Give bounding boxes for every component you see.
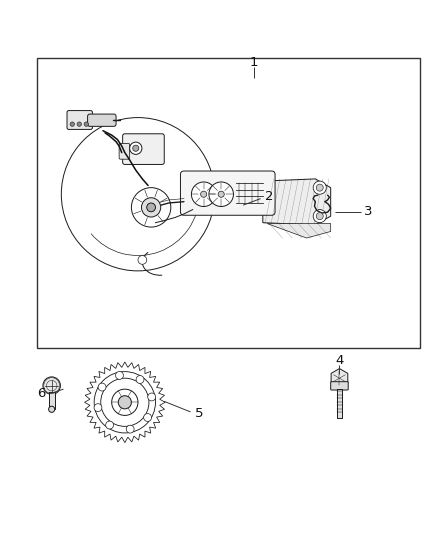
- Circle shape: [147, 203, 155, 212]
- Circle shape: [43, 377, 60, 394]
- Circle shape: [316, 213, 323, 220]
- FancyBboxPatch shape: [88, 114, 116, 126]
- Circle shape: [148, 393, 155, 401]
- Circle shape: [61, 118, 215, 271]
- Circle shape: [133, 145, 139, 151]
- Circle shape: [313, 209, 326, 223]
- Circle shape: [94, 403, 102, 411]
- Circle shape: [77, 122, 81, 126]
- Circle shape: [131, 188, 171, 227]
- FancyBboxPatch shape: [180, 171, 275, 215]
- Circle shape: [144, 414, 152, 422]
- Bar: [37, 59, 420, 348]
- Text: 1: 1: [250, 56, 258, 69]
- Circle shape: [94, 372, 155, 433]
- Polygon shape: [267, 223, 331, 238]
- FancyBboxPatch shape: [331, 382, 348, 390]
- Circle shape: [191, 182, 216, 206]
- Circle shape: [112, 389, 138, 415]
- Circle shape: [316, 184, 323, 191]
- Polygon shape: [331, 368, 348, 388]
- Text: 4: 4: [335, 354, 344, 367]
- Circle shape: [313, 181, 326, 194]
- Circle shape: [138, 255, 147, 264]
- FancyBboxPatch shape: [119, 143, 130, 159]
- Circle shape: [106, 421, 113, 429]
- Circle shape: [98, 383, 106, 391]
- Circle shape: [209, 182, 233, 206]
- Circle shape: [130, 142, 142, 155]
- Bar: [337, 389, 342, 418]
- Text: 3: 3: [364, 205, 372, 218]
- Bar: [49, 392, 55, 409]
- FancyBboxPatch shape: [67, 110, 92, 130]
- Circle shape: [126, 425, 134, 433]
- FancyBboxPatch shape: [123, 134, 164, 165]
- Circle shape: [84, 122, 88, 126]
- Polygon shape: [263, 179, 331, 225]
- Circle shape: [70, 122, 74, 126]
- Text: 5: 5: [195, 407, 204, 419]
- Circle shape: [101, 378, 149, 426]
- Circle shape: [116, 372, 124, 379]
- Circle shape: [118, 395, 131, 409]
- Polygon shape: [85, 362, 165, 442]
- Circle shape: [201, 191, 207, 197]
- Circle shape: [49, 406, 55, 413]
- Circle shape: [218, 191, 224, 197]
- Circle shape: [136, 376, 144, 383]
- Circle shape: [141, 198, 161, 217]
- Text: 2: 2: [265, 190, 274, 203]
- Text: 6: 6: [37, 387, 46, 400]
